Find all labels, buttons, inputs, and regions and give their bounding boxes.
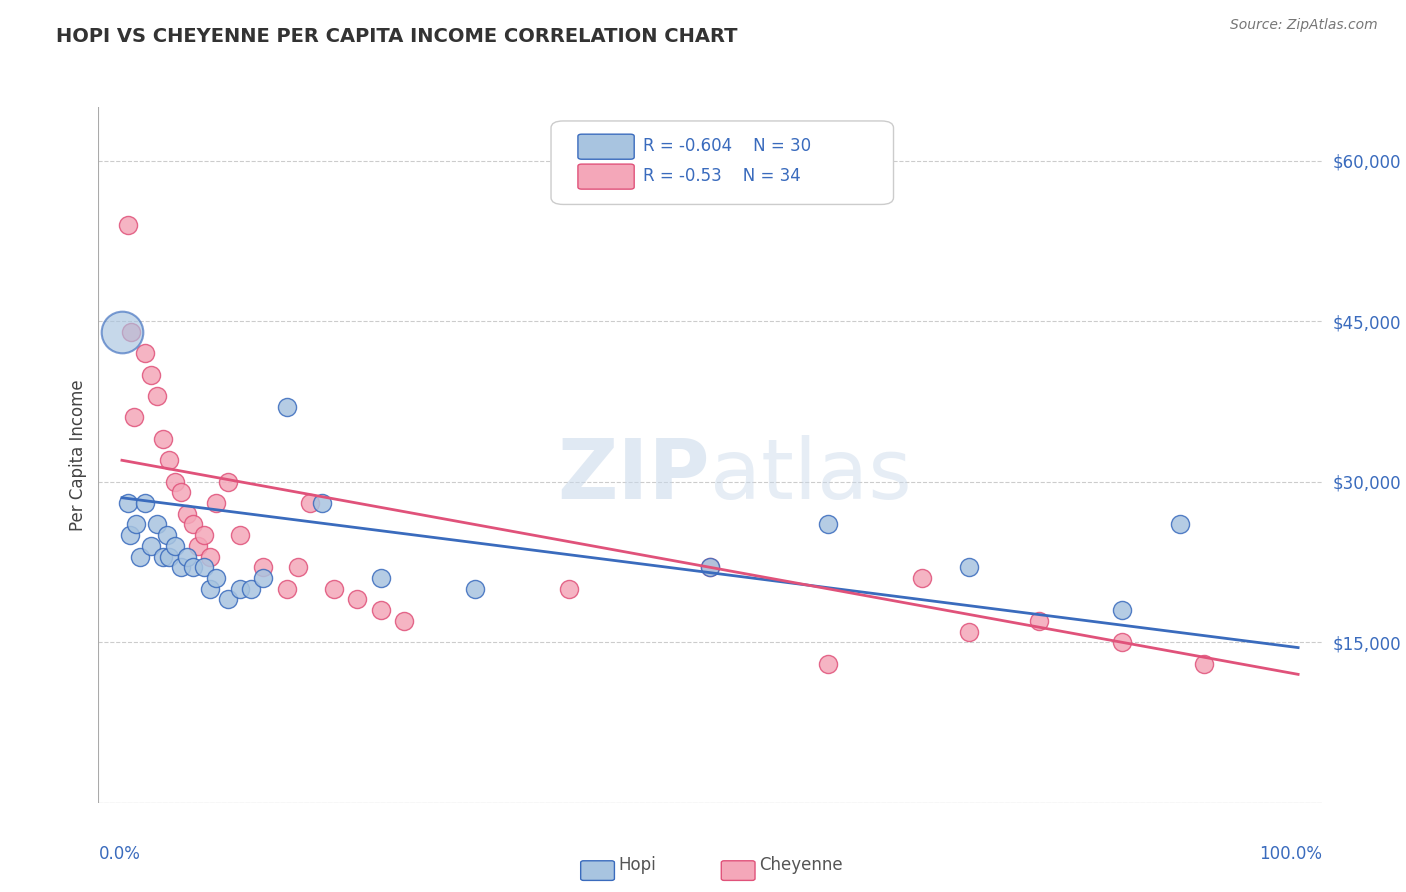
FancyBboxPatch shape [578,134,634,159]
Point [141,368,163,382]
Point [558,582,581,596]
Text: 100.0%: 100.0% [1258,845,1322,863]
Point [252,571,274,585]
Point [392,614,416,628]
Point [957,624,980,639]
Text: HOPI VS CHEYENNE PER CAPITA INCOME CORRELATION CHART: HOPI VS CHEYENNE PER CAPITA INCOME CORRE… [56,27,738,45]
Point [240,582,263,596]
Point [957,560,980,574]
Point [1111,635,1133,649]
Point [187,539,209,553]
Point [228,528,250,542]
Point [193,528,215,542]
Point [117,218,139,232]
Y-axis label: Per Capita Income: Per Capita Income [69,379,87,531]
Point [817,657,839,671]
Point [157,549,180,564]
Point [170,485,193,500]
Point [322,582,344,596]
Point [156,528,179,542]
Point [176,507,198,521]
Point [817,517,839,532]
Point [134,496,156,510]
Point [152,549,174,564]
Point [111,325,134,339]
Point [299,496,322,510]
Point [117,496,139,510]
Text: ZIP: ZIP [558,435,710,516]
Point [699,560,721,574]
Text: Hopi: Hopi [619,856,657,874]
Point [122,410,145,425]
Point [146,389,169,403]
Point [370,603,392,617]
Point [120,528,142,542]
Point [311,496,333,510]
Point [276,400,298,414]
Point [276,582,298,596]
Point [287,560,309,574]
Point [911,571,934,585]
Point [464,582,486,596]
Point [163,475,186,489]
Point [198,582,221,596]
Point [370,571,392,585]
Point [141,539,163,553]
Point [152,432,174,446]
Point [217,475,239,489]
FancyBboxPatch shape [551,121,894,204]
Point [346,592,368,607]
Point [181,517,204,532]
Point [1028,614,1050,628]
Point [120,325,142,339]
Point [128,549,150,564]
Text: atlas: atlas [710,435,911,516]
Text: Source: ZipAtlas.com: Source: ZipAtlas.com [1230,18,1378,32]
Point [170,560,193,574]
Point [198,549,221,564]
Point [1170,517,1192,532]
Point [1111,603,1133,617]
Point [157,453,180,467]
Point [125,517,148,532]
Text: R = -0.604    N = 30: R = -0.604 N = 30 [643,137,811,155]
Point [1192,657,1215,671]
FancyBboxPatch shape [578,164,634,189]
Point [163,539,186,553]
Point [146,517,169,532]
Text: 0.0%: 0.0% [98,845,141,863]
Point [228,582,250,596]
Point [181,560,204,574]
Point [193,560,215,574]
Text: R = -0.53    N = 34: R = -0.53 N = 34 [643,167,800,185]
Point [217,592,239,607]
Point [205,571,228,585]
Point [699,560,721,574]
Text: Cheyenne: Cheyenne [759,856,842,874]
Point [252,560,274,574]
Point [176,549,198,564]
Point [205,496,228,510]
Point [134,346,156,360]
